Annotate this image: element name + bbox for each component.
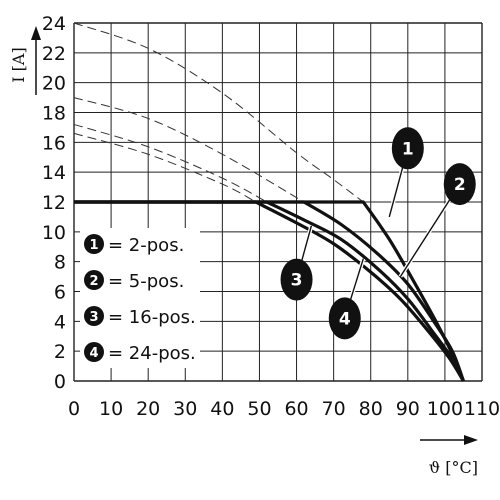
- legend: 1 = 2-pos. 2 = 5-pos. 3 = 16-pos. 4 = 24-pos.: [80, 228, 200, 368]
- y-tick-label: 14: [42, 162, 66, 184]
- x-axis-title: ϑ [°C]: [429, 458, 478, 477]
- dashed-extension-series-2: [73, 97, 305, 203]
- x-tick-label: 90: [396, 398, 420, 420]
- y-tick-label: 0: [54, 371, 66, 393]
- legend-marker-number: 2: [89, 274, 98, 289]
- dashed-extension-series-1: [73, 22, 364, 203]
- y-tick-label: 18: [42, 103, 66, 125]
- callout-number-2: 2: [454, 175, 466, 195]
- x-tick-label: 60: [284, 398, 308, 420]
- legend-marker-number: 4: [89, 346, 98, 361]
- y-tick-label: 6: [54, 282, 66, 304]
- y-axis-arrow-head: [31, 26, 41, 40]
- derating-curves: [74, 200, 465, 382]
- series-line-2: [74, 200, 465, 382]
- legend-label: = 24-pos.: [108, 343, 196, 364]
- callouts: 1 2 3 4: [280, 127, 476, 340]
- y-axis-title-group: I [A]: [9, 26, 41, 95]
- y-tick-label: 24: [42, 13, 66, 35]
- callout-bubble-4: [328, 297, 361, 340]
- legend-marker-4: [84, 342, 104, 362]
- dashed-extension-series-3: [73, 123, 268, 203]
- x-axis-arrow-head: [464, 435, 478, 445]
- callout-bubble-2: [443, 163, 476, 206]
- y-tick-label: 16: [42, 132, 66, 154]
- x-tick-label: 20: [136, 398, 160, 420]
- y-axis-title: I [A]: [9, 47, 28, 82]
- y-tick-label: 10: [42, 222, 66, 244]
- callout-number-4: 4: [339, 309, 351, 329]
- legend-marker-1: [84, 234, 104, 254]
- dashed-extensions: [73, 22, 364, 203]
- y-tick-label: 12: [42, 192, 66, 214]
- y-tick-label: 20: [42, 73, 66, 95]
- x-tick-label: 30: [173, 398, 197, 420]
- y-tick-label: 4: [54, 311, 66, 333]
- x-tick-label: 70: [322, 398, 346, 420]
- series-line-4: [74, 200, 465, 382]
- series-line-3: [74, 200, 465, 382]
- legend-label: = 2-pos.: [108, 235, 184, 256]
- x-tick-label: 100: [427, 398, 463, 420]
- x-tick-label: 10: [99, 398, 123, 420]
- y-tick-label: 8: [54, 252, 66, 274]
- x-tick-label: 40: [210, 398, 234, 420]
- grid: [73, 22, 483, 382]
- callout-bubble-3: [280, 258, 313, 301]
- legend-marker-number: 1: [89, 238, 98, 253]
- x-tick-label: 110: [464, 398, 500, 420]
- callout-bubble-1: [391, 127, 424, 170]
- callout-number-3: 3: [291, 271, 303, 291]
- x-tick-label: 0: [68, 398, 80, 420]
- legend-marker-3: [84, 306, 104, 326]
- legend-marker-2: [84, 270, 104, 290]
- y-tick-label: 2: [54, 341, 66, 363]
- callout-number-1: 1: [402, 139, 414, 159]
- legend-label: = 5-pos.: [108, 271, 184, 292]
- dashed-extension-series-4: [73, 132, 256, 203]
- y-tick-label: 22: [42, 43, 66, 65]
- legend-marker-number: 3: [89, 310, 98, 325]
- x-axis-title-group: ϑ [°C]: [420, 435, 478, 477]
- legend-label: = 16-pos.: [108, 307, 196, 328]
- x-tick-label: 50: [247, 398, 271, 420]
- tick-labels: 0 10 20 30 40 50 60 70 80 90 100 110024681012141618…: [42, 13, 500, 420]
- x-tick-label: 80: [359, 398, 383, 420]
